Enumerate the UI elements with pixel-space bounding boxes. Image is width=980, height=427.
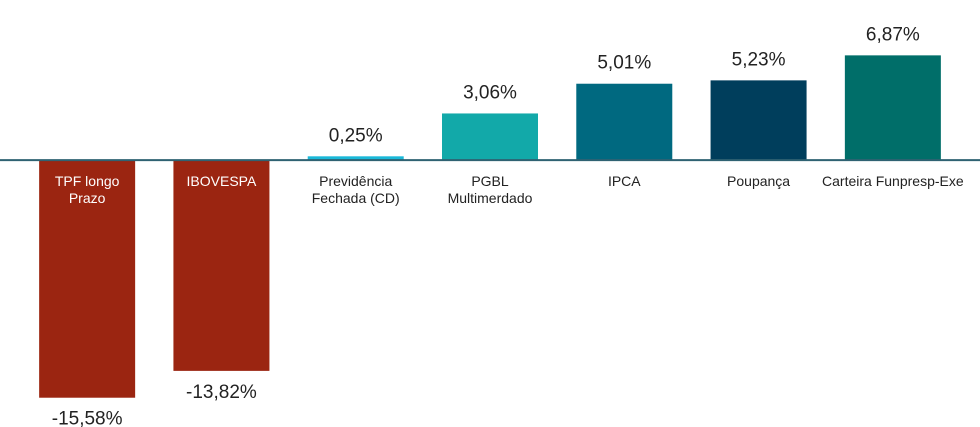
bar: [442, 113, 538, 161]
category-label: TPF longo Prazo: [55, 173, 120, 206]
bar: [307, 156, 404, 161]
bar: [39, 160, 136, 398]
category-label: IPCA: [608, 173, 641, 189]
category-label: Carteira Funpresp-Exe: [822, 173, 964, 189]
bar: [710, 80, 807, 161]
value-label: 5,01%: [597, 53, 651, 74]
category-label: Previdência Fechada (CD): [312, 173, 400, 206]
value-label: 0,25%: [329, 125, 383, 146]
category-label: Poupança: [727, 173, 790, 189]
value-label: -15,58%: [52, 409, 123, 427]
bar: [173, 160, 270, 371]
value-label: 6,87%: [866, 24, 920, 45]
bar: [844, 55, 941, 161]
value-label: 5,23%: [732, 49, 786, 70]
category-label: IBOVESPA: [187, 173, 257, 189]
bar: [576, 83, 673, 161]
category-label: PGBL Multimerdado: [448, 173, 533, 206]
value-label: 3,06%: [463, 82, 517, 103]
value-label: -13,82%: [186, 382, 257, 403]
